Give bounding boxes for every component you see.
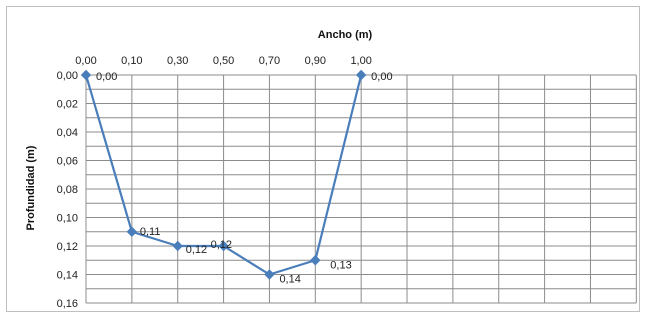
data-point-marker	[355, 69, 367, 81]
y-tick-label: 0,06	[57, 156, 78, 168]
y-axis-title: Profundidad (m)	[25, 145, 37, 230]
data-label: 0,00	[371, 71, 392, 83]
x-axis-ticks: 0,00 0,10 0,30 0,50 0,70 0,90 1,00	[75, 55, 372, 67]
data-label: 0,13	[330, 259, 351, 271]
y-tick-label: 0,08	[57, 184, 78, 196]
x-axis-title: Ancho (m)	[318, 29, 373, 41]
y-tick-label: 0,00	[57, 70, 78, 82]
data-point-marker	[264, 269, 275, 280]
data-label: 0,11	[140, 226, 161, 238]
series-markers	[80, 69, 367, 280]
gridlines	[85, 74, 637, 304]
data-point-marker	[218, 240, 229, 252]
x-tick-label: 0,00	[75, 55, 96, 67]
x-tick-label: 0,70	[259, 55, 280, 67]
data-point-marker	[126, 226, 138, 237]
y-tick-label: 0,14	[57, 270, 78, 282]
x-tick-label: 0,50	[213, 55, 234, 67]
data-labels: 0,00 0,11 0,12 0,12 0,14 0,13 0,00	[96, 71, 393, 286]
y-axis-ticks: 0,00 0,02 0,04 0,06 0,08 0,10 0,12 0,14 0,16	[57, 70, 78, 310]
x-tick-label: 1,00	[350, 55, 371, 67]
data-label: 0,00	[96, 71, 117, 83]
data-label: 0,12	[186, 244, 207, 256]
y-tick-label: 0,12	[57, 241, 78, 253]
data-point-marker	[80, 69, 92, 81]
x-tick-label: 0,30	[167, 55, 188, 67]
data-label: 0,14	[279, 274, 300, 286]
data-point-marker	[310, 255, 321, 266]
y-tick-label: 0,10	[57, 213, 78, 225]
y-tick-label: 0,16	[57, 298, 78, 310]
y-tick-label: 0,02	[57, 99, 78, 111]
x-tick-label: 0,10	[121, 55, 142, 67]
y-tick-label: 0,04	[57, 127, 78, 139]
data-label: 0,12	[211, 239, 232, 251]
data-point-marker	[172, 240, 183, 252]
x-tick-label: 0,90	[305, 55, 326, 67]
